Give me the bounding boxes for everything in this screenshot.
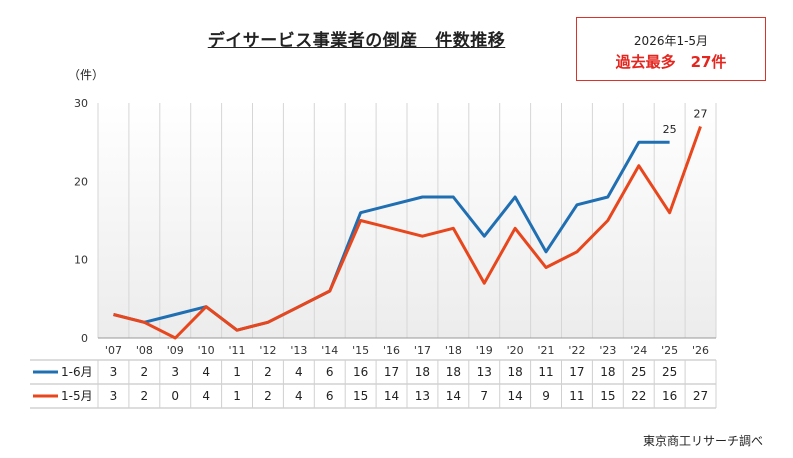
- chart-title-text: デイサービス事業者の倒産 件数推移: [207, 31, 506, 51]
- table-cell: 2: [264, 365, 272, 379]
- table-cell: 15: [353, 389, 368, 403]
- x-tick-label: '21: [538, 344, 555, 357]
- x-tick-label: '16: [383, 344, 400, 357]
- y-tick-label: 0: [81, 332, 88, 345]
- x-tick-label: '11: [229, 344, 246, 357]
- table-cell: 13: [477, 365, 492, 379]
- highlight-period: 2026年1-5月: [633, 34, 709, 48]
- table-cell: 18: [446, 365, 461, 379]
- table-cell: 3: [110, 389, 118, 403]
- x-tick-label: '23: [599, 344, 616, 357]
- table-cell: 13: [415, 389, 430, 403]
- table-cell: 22: [631, 389, 646, 403]
- x-tick-label: '15: [352, 344, 369, 357]
- table-cell: 4: [202, 389, 210, 403]
- table-cell: 6: [326, 389, 334, 403]
- table-cell: 14: [384, 389, 399, 403]
- x-tick-label: '09: [167, 344, 184, 357]
- table-cell: 11: [538, 365, 553, 379]
- legend-label: 1-5月: [61, 389, 93, 403]
- table-cell: 2: [264, 389, 272, 403]
- x-tick-label: '26: [692, 344, 709, 357]
- y-axis-unit: （件）: [68, 68, 105, 82]
- legend-label: 1-6月: [61, 365, 93, 379]
- table-cell: 6: [326, 365, 334, 379]
- table-cell: 0: [171, 389, 179, 403]
- table-cell: 4: [295, 365, 303, 379]
- table-cell: 17: [569, 365, 584, 379]
- chart-title: デイサービス事業者の倒産 件数推移: [0, 26, 793, 51]
- table-cell: 16: [662, 389, 677, 403]
- x-tick-label: '18: [445, 344, 462, 357]
- table-cell: 14: [446, 389, 461, 403]
- x-tick-label: '14: [321, 344, 338, 357]
- y-tick-label: 20: [74, 175, 88, 188]
- x-tick-label: '13: [290, 344, 307, 357]
- table-cell: 25: [631, 365, 646, 379]
- table-cell: 25: [662, 365, 677, 379]
- x-tick-label: '07: [105, 344, 122, 357]
- table-cell: 17: [384, 365, 399, 379]
- x-tick-label: '10: [198, 344, 215, 357]
- table-cell: 15: [600, 389, 615, 403]
- table-cell: 7: [480, 389, 488, 403]
- table-cell: 18: [508, 365, 523, 379]
- y-tick-label: 10: [74, 254, 88, 267]
- x-tick-label: '08: [136, 344, 153, 357]
- data-label: 25: [663, 123, 677, 136]
- x-tick-label: '12: [259, 344, 276, 357]
- table-cell: 1: [233, 365, 241, 379]
- table-cell: 11: [569, 389, 584, 403]
- table-cell: 14: [508, 389, 523, 403]
- x-tick-label: '20: [507, 344, 524, 357]
- highlight-box: 2026年1-5月 過去最多 27件: [576, 17, 766, 81]
- table-cell: 18: [415, 365, 430, 379]
- x-tick-label: '25: [661, 344, 678, 357]
- x-tick-label: '24: [630, 344, 647, 357]
- table-cell: 4: [202, 365, 210, 379]
- x-tick-label: '19: [476, 344, 493, 357]
- table-cell: 16: [353, 365, 368, 379]
- x-tick-label: '17: [414, 344, 431, 357]
- table-cell: 4: [295, 389, 303, 403]
- data-label: 27: [694, 108, 708, 121]
- table-cell: 1: [233, 389, 241, 403]
- table-cell: 3: [171, 365, 179, 379]
- series-line: [113, 125, 702, 340]
- y-tick-label: 30: [74, 97, 88, 110]
- highlight-value: 過去最多 27件: [615, 53, 727, 71]
- table-cell: 2: [141, 389, 149, 403]
- table-cell: 18: [600, 365, 615, 379]
- table-cell: 9: [542, 389, 550, 403]
- table-cell: 27: [693, 389, 708, 403]
- x-tick-label: '22: [568, 344, 585, 357]
- table-cell: 3: [110, 365, 118, 379]
- table-cell: 2: [141, 365, 149, 379]
- source-credit: 東京商工リサーチ調べ: [642, 434, 763, 448]
